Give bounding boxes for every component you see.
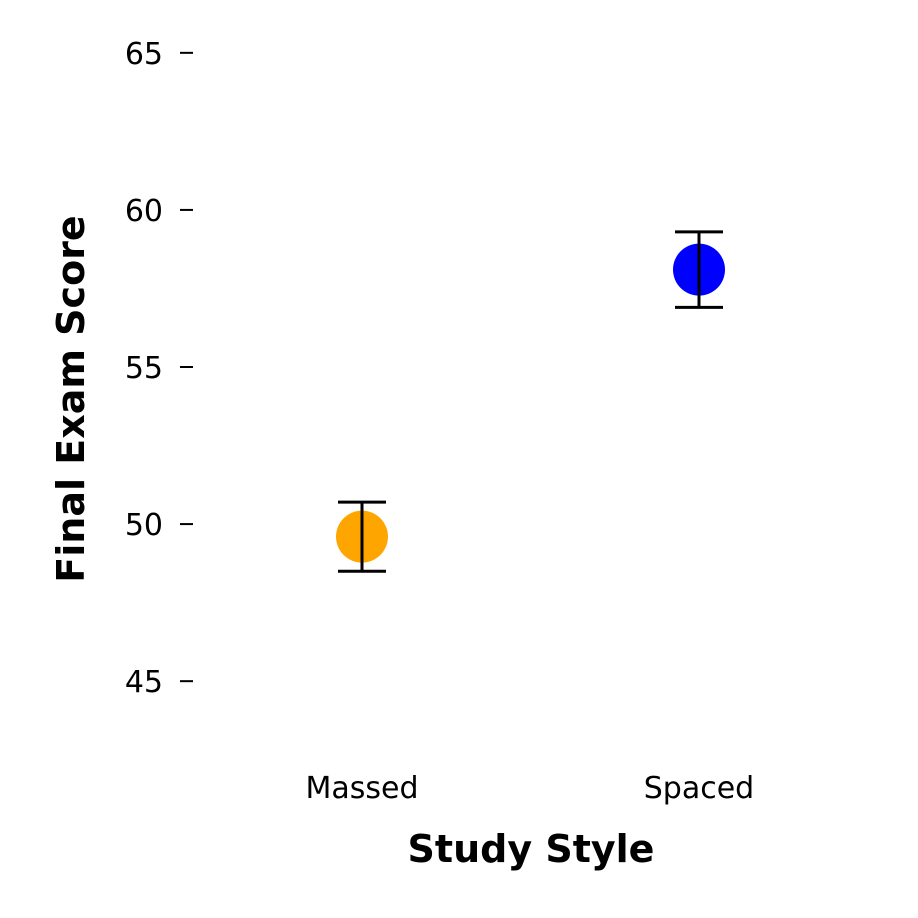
x-axis: Massed Spaced xyxy=(305,771,754,806)
y-axis-title: Final Exam Score xyxy=(49,215,93,582)
x-tick-label: Massed xyxy=(305,771,418,806)
x-axis-title: Study Style xyxy=(408,827,655,871)
y-tick-label: 45 xyxy=(125,665,163,700)
data-point-massed xyxy=(336,500,388,573)
y-tick-label: 65 xyxy=(125,37,163,72)
y-tick-label: 55 xyxy=(125,351,163,386)
plot-area xyxy=(336,230,725,573)
y-axis: 45 50 55 60 65 xyxy=(125,37,193,700)
y-tick-label: 60 xyxy=(125,194,163,229)
data-point-spaced xyxy=(673,230,725,309)
x-tick-label: Spaced xyxy=(644,771,754,806)
y-tick-label: 50 xyxy=(125,508,163,543)
